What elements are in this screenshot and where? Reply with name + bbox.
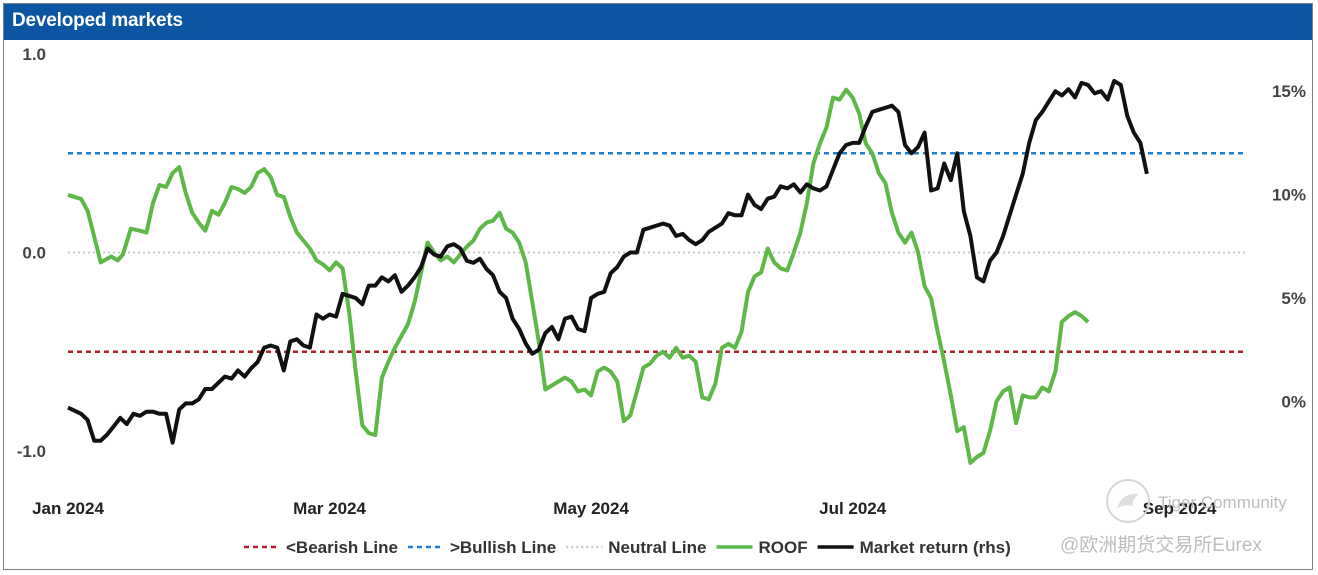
- legend-label-3: ROOF: [759, 538, 808, 557]
- x-tick-label: Mar 2024: [293, 499, 366, 518]
- left-tick-label: -1.0: [17, 442, 46, 461]
- chart-frame: Developed markets: [3, 3, 1313, 570]
- legend-label-2: Neutral Line: [608, 538, 706, 557]
- watermark-handle: @欧洲期货交易所Eurex: [1060, 534, 1262, 556]
- x-tick-label: Jul 2024: [819, 499, 887, 518]
- watermark-text: Tiger Community: [1158, 493, 1287, 512]
- series-lines: [67, 78, 1149, 465]
- x-tick-label: Sep 2024: [1143, 499, 1217, 518]
- x-tick-label: Jan 2024: [32, 499, 104, 518]
- series-line-1: [67, 78, 1149, 445]
- series-line-0: [67, 87, 1090, 465]
- right-tick-label: 10%: [1272, 186, 1306, 205]
- x-axis-ticks: Jan 2024 Mar 2024 May 2024 Jul 2024 Sep 2024: [32, 499, 1217, 518]
- chart-title: Developed markets: [12, 10, 183, 31]
- watermark-logo-icon: [1106, 479, 1150, 523]
- left-axis-ticks: 1.0 0.0 -1.0: [17, 45, 46, 461]
- x-tick-label: May 2024: [553, 499, 629, 518]
- legend-label-4: Market return (rhs): [860, 538, 1011, 557]
- right-axis-ticks: 15% 10% 5% 0%: [1272, 82, 1306, 411]
- left-tick-label: 0.0: [22, 244, 46, 263]
- watermark: Tiger Community @欧洲期货交易所Eurex: [1060, 479, 1287, 556]
- legend-label-0: <Bearish Line: [286, 538, 398, 557]
- chart-title-bar: Developed markets: [4, 4, 1312, 40]
- watermark-bird-icon: [1117, 493, 1139, 508]
- right-tick-label: 0%: [1281, 392, 1306, 411]
- right-tick-label: 5%: [1281, 289, 1306, 308]
- left-tick-label: 1.0: [22, 45, 46, 64]
- legend: <Bearish Line >Bullish Line Neutral Line RO…: [244, 538, 1011, 557]
- right-tick-label: 15%: [1272, 82, 1306, 101]
- reference-lines: [68, 152, 1245, 353]
- legend-label-1: >Bullish Line: [450, 538, 556, 557]
